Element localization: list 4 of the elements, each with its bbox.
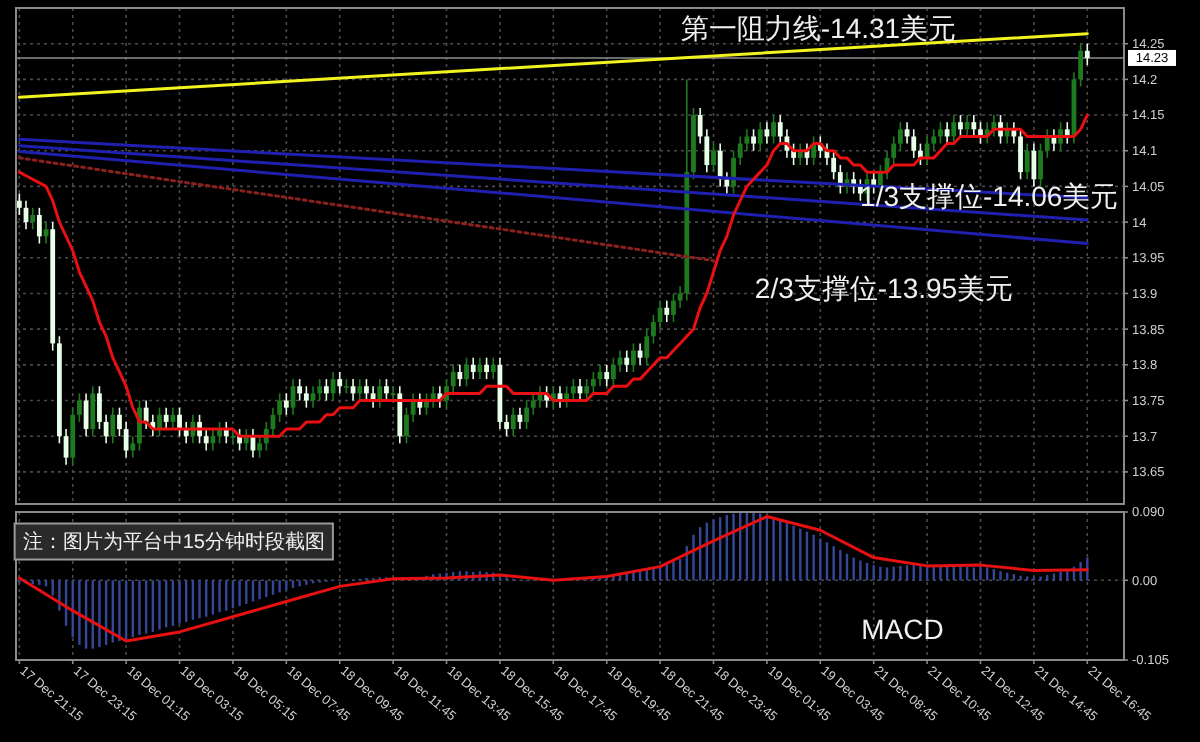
- annotation: MACD: [861, 613, 944, 646]
- annotation: 注：图片为平台中15分钟时段截图: [22, 529, 325, 554]
- annotation: 第一阻力线-14.31美元: [680, 11, 957, 44]
- annotation: 2/3支撑位-13.95美元: [754, 272, 1014, 305]
